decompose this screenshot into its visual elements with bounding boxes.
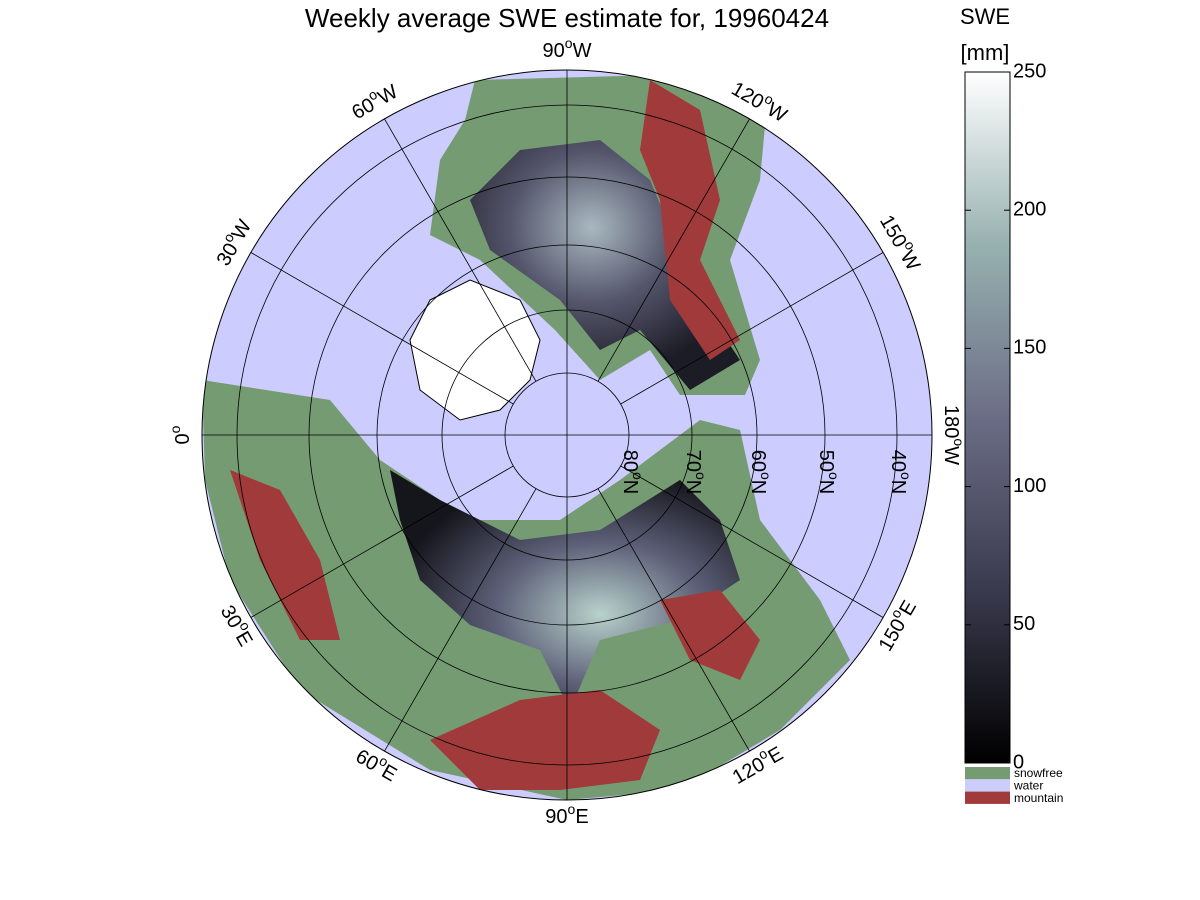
colorbar-tick-label: 0 [1013,751,1024,773]
colorbar-tick-label: 50 [1013,613,1035,635]
label-direction: N [682,480,704,494]
label-degree: 50 [815,450,837,472]
label-direction: W [895,247,924,274]
label-superscript: o [693,472,709,480]
label-direction: E [765,743,788,769]
legend-label: mountain [1014,791,1063,805]
label-direction: N [747,480,769,494]
label-degree: 30 [213,240,243,270]
label-direction: W [573,40,592,62]
legend-swatch [965,791,1010,804]
label-superscript: o [758,472,774,480]
mountain-eurasia [430,690,660,790]
legend-swatch [965,779,1010,792]
label-direction: N [619,480,641,494]
label-degree: 120 [727,78,767,114]
label-degree: 60 [747,450,769,472]
label-direction: N [887,480,909,494]
grid-label: 80oN [619,450,647,495]
meridian [384,488,537,752]
label-direction: W [374,81,401,110]
mountain-north-america [640,80,740,360]
meridian [597,488,750,752]
label-direction: E [231,628,257,651]
label-degree: 0 [172,433,194,444]
grid-label: 40oN [887,450,915,495]
legend-label: water [1013,778,1043,792]
grid-label: 60oN [747,450,775,495]
label-superscript: o [898,472,914,480]
label-degree: 180 [940,405,962,438]
colorbar-gradient [964,71,1011,764]
label-degree: 40 [887,450,909,472]
grid-label: 0o [167,425,195,444]
grid-label: 180oW [940,405,968,465]
meridian [620,252,884,405]
snow-eurasia [390,470,740,710]
mountain-asia-east [660,590,760,680]
colorbar-tick-label: 150 [1013,337,1046,359]
colorbar-label: SWE [960,4,1010,29]
colorbar-tick-label: 100 [1013,475,1046,497]
graticule [202,70,932,800]
label-direction: E [575,806,588,828]
label-degree: 90 [543,40,565,62]
snow-north-america [470,140,740,390]
label-degree: 70 [682,450,704,472]
label-superscript: o [167,425,183,433]
legend-swatch [965,767,1010,780]
map-border [201,69,933,801]
label-superscript: o [630,472,646,480]
label-degree: 80 [619,450,641,472]
meridian [250,252,514,405]
legend-label: snowfree [1014,766,1063,780]
colorbar-label: [mm] [961,40,1010,65]
grid-label: 50oN [815,450,843,495]
title: Weekly average SWE estimate for, 1996042… [305,3,829,33]
grid-label: 70oN [682,450,710,495]
meridian [597,118,750,382]
meridian [620,465,884,618]
label-superscript: o [568,801,576,817]
label-degree: 60 [352,746,382,776]
colorbar-tick-label: 250 [1013,60,1046,82]
meridian [250,465,514,618]
grid-label: 90oW [543,35,592,63]
label-superscript: o [951,438,967,446]
mountain-eurasia [230,470,340,640]
label-superscript: o [826,472,842,480]
grid-label: 90oE [545,801,588,829]
meridian [384,118,537,382]
label-superscript: o [565,35,573,51]
label-degree: 90 [545,806,567,828]
label-direction: N [815,480,837,494]
label-direction: W [940,446,962,465]
colorbar-tick-label: 200 [1013,198,1046,220]
